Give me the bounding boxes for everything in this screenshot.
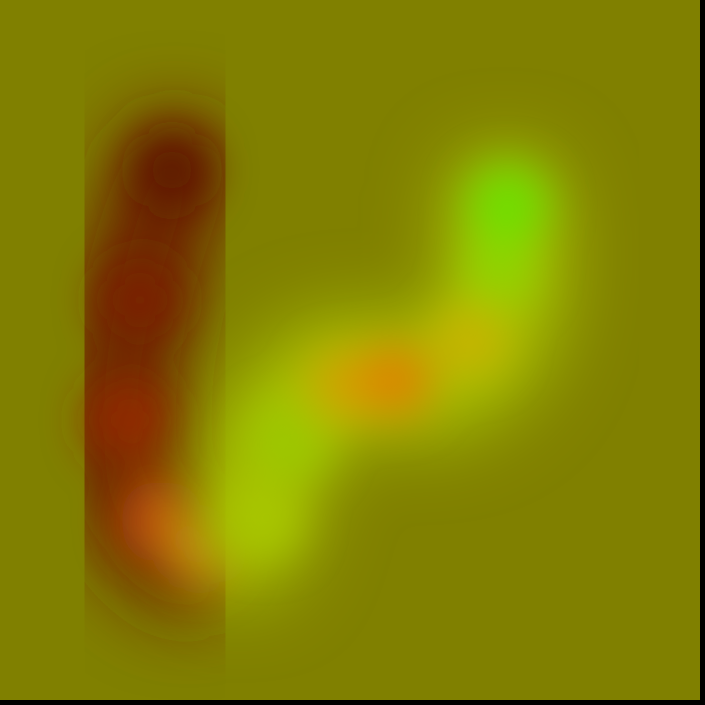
right-frame-edge — [700, 0, 705, 705]
bottom-frame-edge — [0, 700, 705, 705]
green-yellow-core — [229, 165, 548, 556]
